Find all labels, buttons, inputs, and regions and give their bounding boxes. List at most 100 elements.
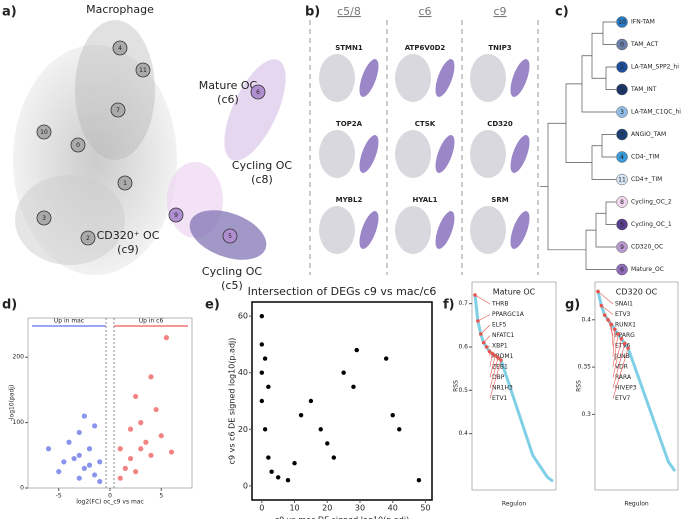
leaf-marker: [616, 241, 628, 253]
gene-label: ATP6V0D2: [405, 44, 446, 52]
chart-title: Intersection of DEGs c9 vs mac/c6: [248, 285, 437, 298]
cluster-label: 6: [256, 89, 260, 96]
label-leader: [612, 348, 629, 399]
leaf-id: 1: [620, 87, 624, 94]
cluster-label: 4: [118, 45, 122, 52]
point: [76, 452, 82, 458]
point: [45, 446, 52, 452]
x-tick-label: 0: [259, 504, 264, 513]
tree-branch: [581, 55, 616, 113]
thumb-mac: [395, 130, 431, 178]
gene-label: HYAL1: [412, 196, 437, 204]
tree-branch: [565, 83, 592, 163]
rss-curve: [596, 291, 677, 472]
leaf-id: 7: [620, 132, 624, 139]
point: [158, 433, 164, 439]
leaf-name: LA-TAM_C1QC_hi: [631, 109, 681, 116]
thumb-oc: [359, 211, 379, 249]
cluster-marker: [250, 84, 266, 100]
y-tick-label: 0.35: [578, 364, 592, 371]
umap-title: Macrophage: [86, 3, 154, 16]
tree-branch: [591, 145, 616, 180]
regulon-label: ELF5: [492, 322, 507, 329]
thumb-mac: [470, 130, 506, 178]
label-leader: [489, 355, 496, 378]
leaf-name: Cycling_OC_2: [631, 199, 672, 206]
leaf-marker: [616, 196, 628, 208]
point: [259, 398, 265, 404]
plot-frame: [27, 317, 193, 489]
point: [341, 370, 346, 375]
leaf-name: TAM_INT: [630, 86, 657, 93]
cluster-label: 2: [86, 235, 90, 242]
y-tick-label: 40: [238, 368, 248, 377]
regulon-label: SNAI1: [615, 301, 633, 308]
point: [292, 461, 297, 466]
point: [397, 427, 402, 432]
plot-frame: [594, 281, 679, 491]
point: [92, 472, 98, 478]
gene-label: STMN1: [335, 44, 363, 52]
x-axis-label: log2(FC) oc_c9 vs mac: [76, 499, 144, 506]
plot-frame: [251, 301, 433, 501]
point: [122, 465, 128, 471]
point: [97, 459, 103, 465]
y-axis-label: -log10(padj): [9, 385, 16, 422]
leaf-id: 10: [618, 19, 626, 26]
x-tick-label: 0: [108, 493, 112, 500]
tree-branch: [591, 32, 606, 79]
point: [138, 446, 144, 452]
x-tick-label: 20: [322, 504, 332, 513]
group-sub: (c6): [217, 93, 239, 106]
annotation: Up in c6: [139, 318, 164, 325]
top-regulon: [493, 353, 498, 358]
y-tick-label: 200: [13, 354, 25, 361]
gene-label: SRM: [491, 196, 508, 204]
tree-branch: [602, 21, 616, 45]
thumb-mac: [395, 206, 431, 254]
group-header: c5/8: [337, 5, 361, 18]
cluster-marker: [36, 210, 52, 226]
top-regulon: [616, 332, 620, 336]
point: [416, 478, 422, 483]
point: [153, 406, 159, 413]
point: [354, 347, 359, 353]
cluster-marker: [110, 102, 126, 118]
point: [127, 455, 134, 462]
leaf-name: LA-TAM_SPP2_hi: [631, 64, 679, 71]
panel-label: f): [443, 298, 455, 313]
regulon-label: DBP: [492, 374, 505, 381]
top-regulon: [490, 351, 495, 356]
x-axis-label: c9 vs mac DE signed log10(p.adj): [275, 516, 409, 519]
x-tick-label: 30: [355, 504, 365, 513]
group-sub: (c8): [251, 173, 273, 186]
top-regulon: [606, 318, 610, 322]
leaf-marker: [616, 38, 628, 51]
point: [76, 429, 82, 436]
leaf-id: 5: [620, 222, 624, 229]
point: [86, 446, 93, 452]
point: [262, 356, 268, 361]
label-leader: [489, 359, 502, 399]
leaf-id: 9: [620, 244, 624, 251]
label-leader: [612, 333, 619, 368]
x-tick-label: -5: [56, 493, 62, 500]
point: [383, 356, 389, 361]
cluster-label: 1: [123, 180, 127, 187]
cluster-label: 0: [76, 142, 80, 149]
cluster-label: 5: [228, 233, 232, 240]
thumb-oc: [510, 211, 530, 249]
y-tick-label: 100: [13, 419, 25, 426]
y-tick-label: 0.4: [458, 430, 468, 437]
thumb-mac: [470, 54, 506, 102]
panel-label: a): [2, 5, 17, 20]
point: [262, 427, 268, 432]
top-regulon: [478, 332, 483, 336]
leaf-name: CD4+_TIM: [631, 176, 662, 183]
point: [117, 475, 123, 481]
leaf-marker: [616, 61, 628, 73]
y-axis-label: RSS: [453, 380, 460, 392]
regulon-label: PPARG: [615, 332, 635, 339]
leaf-id: 4: [620, 154, 624, 161]
tree-branch: [601, 134, 616, 158]
